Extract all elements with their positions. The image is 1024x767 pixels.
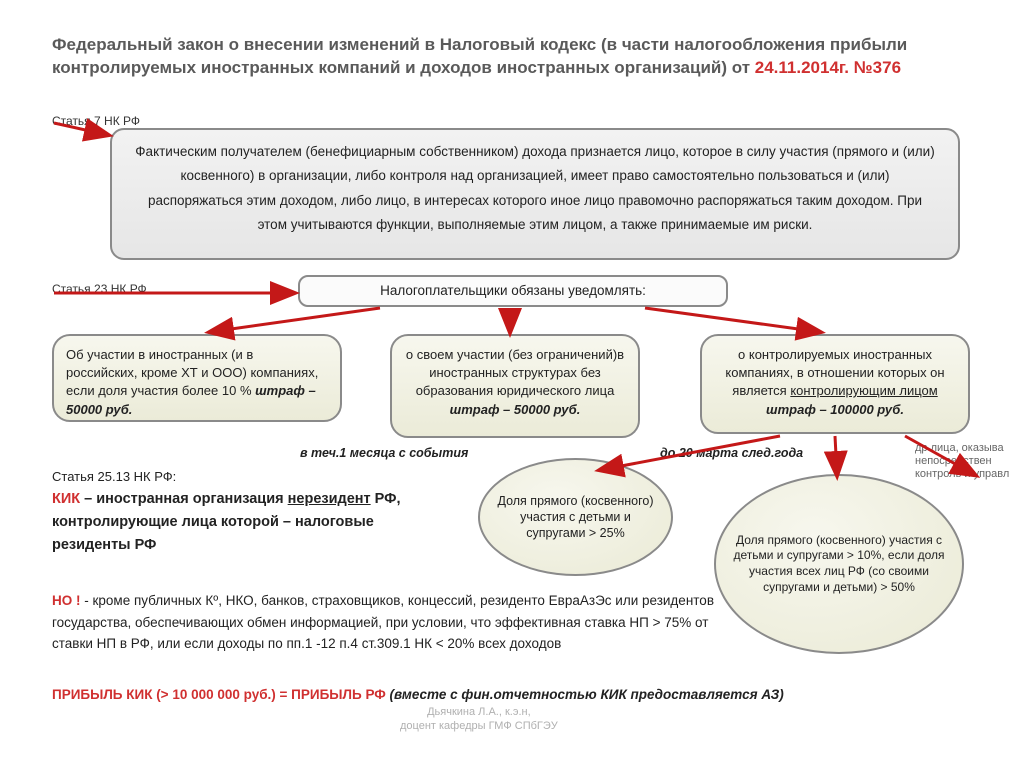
- notify-box-2: о своем участии (без ограничений)в иност…: [390, 334, 640, 438]
- exception-block: НО ! - кроме публичных Кº, НКО, банков, …: [52, 590, 752, 655]
- obligation-text: Налогоплательщики обязаны уведомлять:: [380, 283, 646, 298]
- article7-label: Статья 7 НК РФ: [52, 114, 140, 128]
- article23-label: Статья 23 НК РФ: [52, 282, 147, 296]
- no-label: НО !: [52, 593, 81, 608]
- ellipse2-text: Доля прямого (косвенного) участия с деть…: [730, 533, 948, 595]
- beneficiary-text: Фактическим получателем (бенефициарным с…: [135, 144, 934, 232]
- notify-box-3: о контролируемых иностранных компаниях, …: [700, 334, 970, 434]
- article25-label: Статья 25.13 НК РФ:: [52, 469, 176, 484]
- deadline-note-2: до 20 марта след.года: [660, 446, 803, 460]
- side-note-3: др.лица, оказыва непосредствен контроль …: [915, 442, 1024, 482]
- profit-red: ПРИБЫЛЬ КИК (> 10 000 000 руб.) = ПРИБЫЛ…: [52, 687, 390, 702]
- notify3-fine: штраф – 100000 руб.: [766, 402, 904, 417]
- profit-rest: (вместе с фин.отчетностью КИК предоставл…: [390, 687, 784, 702]
- kik-def-text: – иностранная организация: [80, 491, 288, 507]
- obligation-box: Налогоплательщики обязаны уведомлять:: [298, 275, 728, 307]
- notify3-ul: контролирующим лицом: [790, 383, 937, 398]
- share-ellipse-1: Доля прямого (косвенного) участия с деть…: [478, 458, 673, 576]
- notify-box-1: Об участии в иностранных (и в российских…: [52, 334, 342, 422]
- footer1: Дьячкина Л.А., к.э.н,: [427, 706, 531, 718]
- ellipse1-text: Доля прямого (косвенного) участия с деть…: [494, 493, 657, 542]
- footer-credit: Дьячкина Л.А., к.э.н, доцент кафедры ГМФ…: [400, 705, 558, 734]
- page-title: Федеральный закон о внесении изменений в…: [52, 34, 962, 80]
- deadline-note-1: в теч.1 месяца с события: [300, 446, 468, 460]
- footer2: доцент кафедры ГМФ СПбГЭУ: [400, 720, 558, 732]
- kik-definition: КИК – иностранная организация нерезидент…: [52, 488, 412, 558]
- profit-line: ПРИБЫЛЬ КИК (> 10 000 000 руб.) = ПРИБЫЛ…: [52, 687, 972, 702]
- kik-label: КИК: [52, 491, 80, 507]
- notify2-text: о своем участии (без ограничений)в иност…: [406, 347, 624, 398]
- beneficiary-definition-box: Фактическим получателем (бенефициарным с…: [110, 128, 960, 260]
- share-ellipse-2: Доля прямого (косвенного) участия с деть…: [714, 474, 964, 654]
- kik-underline: нерезидент: [288, 491, 371, 507]
- no-text: - кроме публичных Кº, НКО, банков, страх…: [52, 593, 714, 651]
- title-date: 24.11.2014г. №376: [755, 58, 901, 77]
- notify2-fine: штраф – 50000 руб.: [450, 402, 581, 417]
